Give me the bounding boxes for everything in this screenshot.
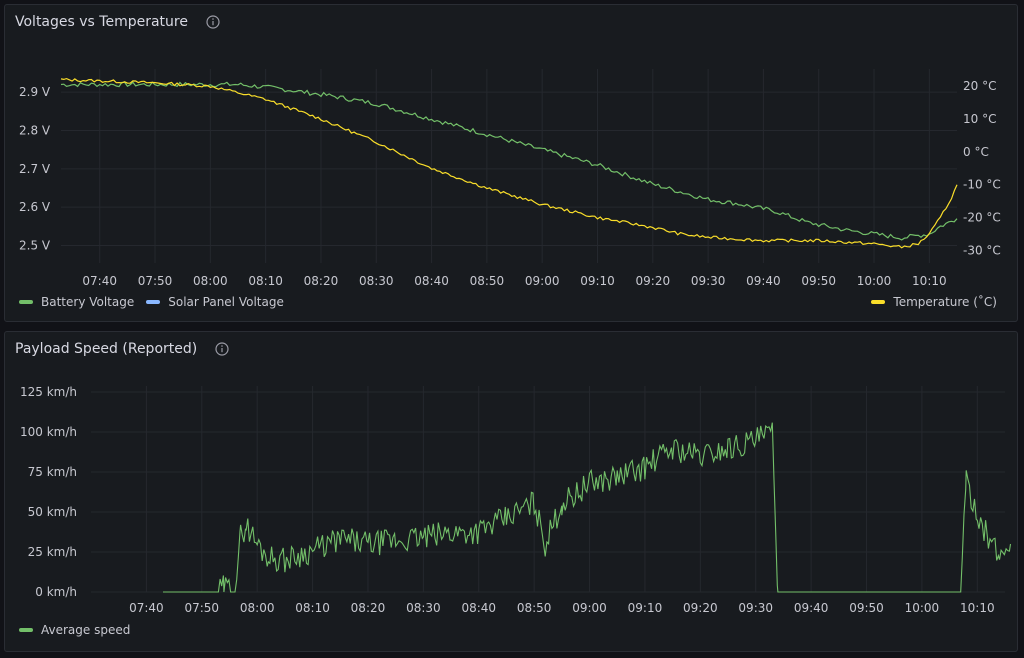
legend-label: Average speed	[41, 623, 131, 637]
voltages-chart[interactable]: 07:40 07:50 08:00 08:10 08:20 08:30 08:40 08:50…	[5, 5, 1019, 323]
speed-panel-header[interactable]: Payload Speed (Reported)	[15, 341, 229, 357]
legend-swatch	[146, 300, 161, 304]
y-tick-label: 125 km/h	[20, 385, 77, 399]
x-tick-label: 09:00	[572, 601, 607, 615]
x-tick-label: 08:40	[461, 601, 496, 615]
legend-item-battery-voltage[interactable]: Battery Voltage	[19, 295, 134, 309]
voltages-panel: Voltages vs Temperature 07:40 07:50 08:00 0…	[4, 4, 1018, 322]
voltages-legend-left: Battery Voltage Solar Panel Voltage	[19, 295, 296, 309]
speed-plot-area: 0 km/h 25 km/h 50 km/h 75 km/h 100 km/h 125 k…	[20, 385, 1012, 615]
y-tick-label: 25 km/h	[28, 545, 77, 559]
x-tick-label: 10:00	[905, 601, 940, 615]
legend-item-average-speed[interactable]: Average speed	[19, 623, 130, 637]
voltages-panel-header[interactable]: Voltages vs Temperature	[15, 14, 220, 30]
legend-label: Solar Panel Voltage	[168, 295, 284, 309]
x-tick-label: 08:30	[406, 601, 441, 615]
x-tick-label: 07:40	[129, 601, 164, 615]
info-icon[interactable]	[215, 342, 229, 356]
speed-chart[interactable]: 0 km/h 25 km/h 50 km/h 75 km/h 100 km/h 125 k…	[5, 332, 1019, 653]
x-tick-label: 08:50	[517, 601, 552, 615]
y-tick-label: 75 km/h	[28, 465, 77, 479]
x-tick-label: 09:40	[794, 601, 829, 615]
y-right-tick-label: 20 °C	[963, 79, 996, 93]
battery-voltage-line	[60, 81, 958, 241]
temperature-line	[60, 77, 958, 249]
x-tick-label: 10:10	[912, 274, 947, 288]
x-tick-label: 08:20	[304, 274, 339, 288]
x-tick-label: 09:20	[636, 274, 671, 288]
x-tick-label: 09:30	[691, 274, 726, 288]
x-tick-label: 08:00	[240, 601, 275, 615]
legend-item-temperature[interactable]: Temperature (˚C)	[871, 295, 997, 309]
legend-swatch	[19, 300, 33, 304]
y-left-tick-label: 2.9 V	[19, 85, 51, 99]
x-tick-label: 09:00	[525, 274, 560, 288]
x-tick-label: 07:50	[184, 601, 219, 615]
x-tick-label: 10:10	[960, 601, 995, 615]
y-left-tick-label: 2.6 V	[19, 200, 51, 214]
x-tick-label: 07:40	[82, 274, 117, 288]
y-right-tick-label: 10 °C	[963, 112, 996, 126]
y-tick-label: 0 km/h	[35, 585, 77, 599]
speed-panel: Payload Speed (Reported) 0 km/h 25 km/h 50…	[4, 331, 1018, 652]
speed-legend: Average speed	[19, 623, 142, 637]
x-tick-label: 09:20	[683, 601, 718, 615]
x-tick-label: 08:40	[414, 274, 449, 288]
x-tick-label: 09:10	[628, 601, 663, 615]
x-tick-label: 08:20	[351, 601, 386, 615]
y-right-tick-label: 0 °C	[963, 145, 989, 159]
speed-panel-title: Payload Speed (Reported)	[15, 341, 198, 357]
voltages-legend-right: Temperature (˚C)	[871, 295, 997, 309]
y-left-tick-label: 2.8 V	[19, 124, 51, 138]
y-left-tick-label: 2.5 V	[19, 239, 51, 253]
legend-item-solar-panel-voltage[interactable]: Solar Panel Voltage	[146, 295, 284, 309]
y-tick-label: 100 km/h	[20, 425, 77, 439]
legend-swatch	[871, 300, 886, 304]
y-tick-label: 50 km/h	[28, 505, 77, 519]
info-icon[interactable]	[206, 15, 220, 29]
x-tick-label: 07:50	[138, 274, 173, 288]
legend-swatch	[19, 628, 33, 632]
x-tick-label: 08:50	[470, 274, 505, 288]
y-right-tick-label: -10 °C	[963, 178, 1001, 192]
x-tick-label: 08:00	[193, 274, 228, 288]
x-tick-label: 10:00	[857, 274, 892, 288]
legend-label: Battery Voltage	[41, 295, 135, 309]
y-right-tick-label: -20 °C	[963, 211, 1001, 225]
voltages-plot-area: 07:40 07:50 08:00 08:10 08:20 08:30 08:40 08:50…	[19, 69, 1001, 288]
x-tick-label: 09:10	[580, 274, 615, 288]
x-tick-label: 09:40	[746, 274, 781, 288]
average-speed-line	[163, 422, 1012, 593]
x-tick-label: 09:50	[801, 274, 836, 288]
x-tick-label: 08:10	[295, 601, 330, 615]
legend-label: Temperature (˚C)	[893, 295, 997, 309]
y-left-tick-label: 2.7 V	[19, 162, 51, 176]
x-tick-label: 09:50	[849, 601, 884, 615]
x-tick-label: 08:10	[248, 274, 283, 288]
y-right-tick-label: -30 °C	[963, 243, 1001, 257]
x-tick-label: 08:30	[359, 274, 394, 288]
x-tick-label: 09:30	[738, 601, 773, 615]
voltages-panel-title: Voltages vs Temperature	[15, 14, 188, 30]
